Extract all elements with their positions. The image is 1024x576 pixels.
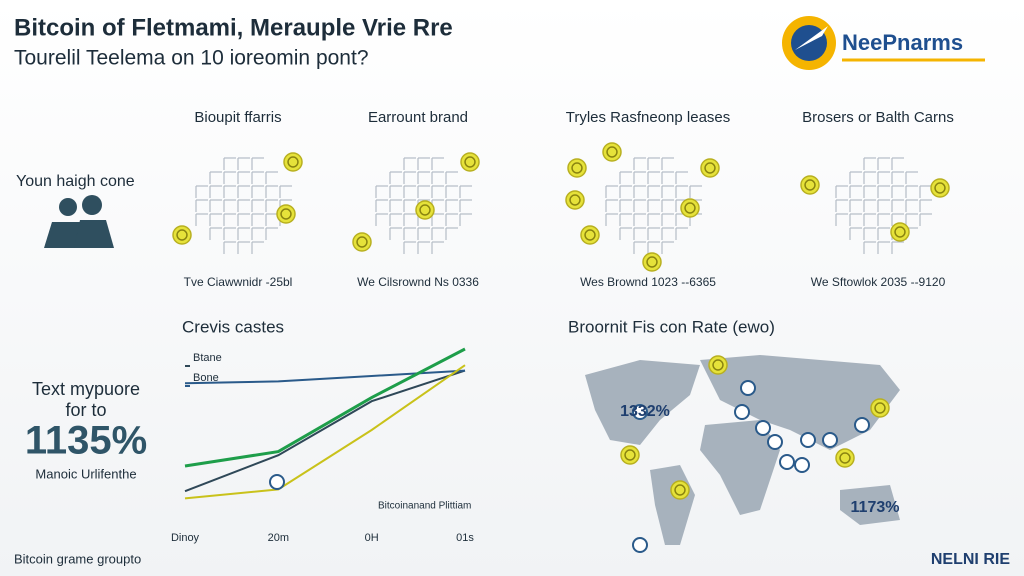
person-head — [82, 195, 102, 215]
map-marker — [767, 434, 783, 450]
series-line — [184, 364, 466, 500]
map-marker — [632, 404, 648, 420]
coin-inner — [287, 156, 299, 168]
coin-inner — [584, 229, 596, 241]
coin — [670, 480, 690, 500]
coin-inner — [176, 229, 188, 241]
coin-inner — [646, 256, 658, 268]
map-title: Broornit Fis con Rate (ewo) — [568, 317, 775, 336]
x-tick-label: 01s — [456, 532, 474, 544]
map-marker — [779, 454, 795, 470]
coin — [930, 178, 950, 198]
continent — [700, 420, 780, 515]
coin-inner — [874, 402, 886, 414]
continent — [700, 355, 900, 450]
panel-title: Bioupit ffarris — [194, 109, 281, 126]
coin — [352, 232, 372, 252]
side-label: Youn haigh cone — [16, 173, 135, 190]
panel-title: Brosers or Balth Carns — [802, 109, 954, 126]
coin-inner — [704, 162, 716, 174]
coin — [708, 355, 728, 375]
coin-inner — [280, 208, 292, 220]
coin — [835, 448, 855, 468]
map-marker — [632, 537, 648, 553]
coin-inner — [839, 452, 851, 464]
coin — [890, 222, 910, 242]
series-line — [184, 347, 466, 468]
coin-inner — [606, 146, 618, 158]
logo-text: NeePnarms — [842, 30, 963, 55]
coin — [283, 152, 303, 172]
stat-value: 1135% — [25, 419, 147, 463]
continent — [840, 485, 900, 525]
chart-marker — [269, 474, 285, 490]
coin — [620, 445, 640, 465]
coin — [580, 225, 600, 245]
coin-inner — [674, 484, 686, 496]
coin-inner — [684, 202, 696, 214]
coin — [700, 158, 720, 178]
stat-title: for to — [65, 400, 106, 420]
logo-core — [791, 25, 827, 61]
map-marker — [740, 380, 756, 396]
coin-inner — [419, 204, 431, 216]
coin — [642, 252, 662, 272]
panel-caption: We Sftowlok 2035 --9120 — [811, 275, 946, 289]
coin — [172, 225, 192, 245]
coin — [870, 398, 890, 418]
series-line — [184, 369, 466, 493]
stat-caption: Manoic Urlifenthe — [35, 466, 136, 481]
panel-caption: We Cilsrownd Ns 0336 — [357, 275, 479, 289]
person-body — [74, 220, 114, 248]
coin-inner — [894, 226, 906, 238]
map-marker — [800, 432, 816, 448]
logo: NeePnarms — [782, 16, 985, 70]
x-tick-label: 0H — [365, 532, 379, 544]
coin — [800, 175, 820, 195]
map-label: 1332% — [620, 403, 670, 420]
map-marker — [822, 432, 838, 448]
map-marker — [854, 417, 870, 433]
coin-inner — [934, 182, 946, 194]
chart-title: Crevis castes — [182, 317, 284, 336]
legend-label: Bone — [193, 372, 219, 384]
x-tick-label: Dinoy — [171, 532, 200, 544]
coin-inner — [712, 359, 724, 371]
coin — [680, 198, 700, 218]
coin-inner — [464, 156, 476, 168]
panel-title: Tryles Rasfneonp leases — [566, 109, 731, 126]
panel-caption: Tve Ciawwnidr -25bl — [184, 275, 293, 289]
subtitle: Tourelil Teelema on 10 ioreomin pont? — [14, 47, 369, 70]
coin — [567, 158, 587, 178]
people-icon — [44, 195, 114, 248]
coin-inner — [569, 194, 581, 206]
coin-inner — [356, 236, 368, 248]
title: Bitcoin of Fletmami, Merauple Vrie Rre — [14, 14, 453, 41]
coin — [602, 142, 622, 162]
person-head — [59, 198, 77, 216]
coin — [460, 152, 480, 172]
continent — [585, 360, 700, 445]
chart-annotation: Bitcoinanand Plittiam — [378, 501, 471, 512]
map-label: 1173% — [851, 499, 900, 516]
coin-inner — [571, 162, 583, 174]
panel-caption: Wes Brownd 1023 --6365 — [580, 275, 716, 289]
map-marker — [734, 404, 750, 420]
footer-right: NELNI RIE — [931, 551, 1010, 568]
coin — [415, 200, 435, 220]
legend-label: Btane — [193, 352, 222, 364]
coin — [565, 190, 585, 210]
logo-swoosh — [795, 26, 828, 50]
coin-inner — [804, 179, 816, 191]
x-tick-label: 20m — [268, 532, 289, 544]
panel-title: Earrount brand — [368, 109, 468, 126]
map-marker — [755, 420, 771, 436]
coin-inner — [624, 449, 636, 461]
footer-left: Bitcoin grame groupto — [14, 551, 141, 566]
map-marker — [794, 457, 810, 473]
stat-title: Text mypuore — [32, 379, 140, 399]
coin — [276, 204, 296, 224]
